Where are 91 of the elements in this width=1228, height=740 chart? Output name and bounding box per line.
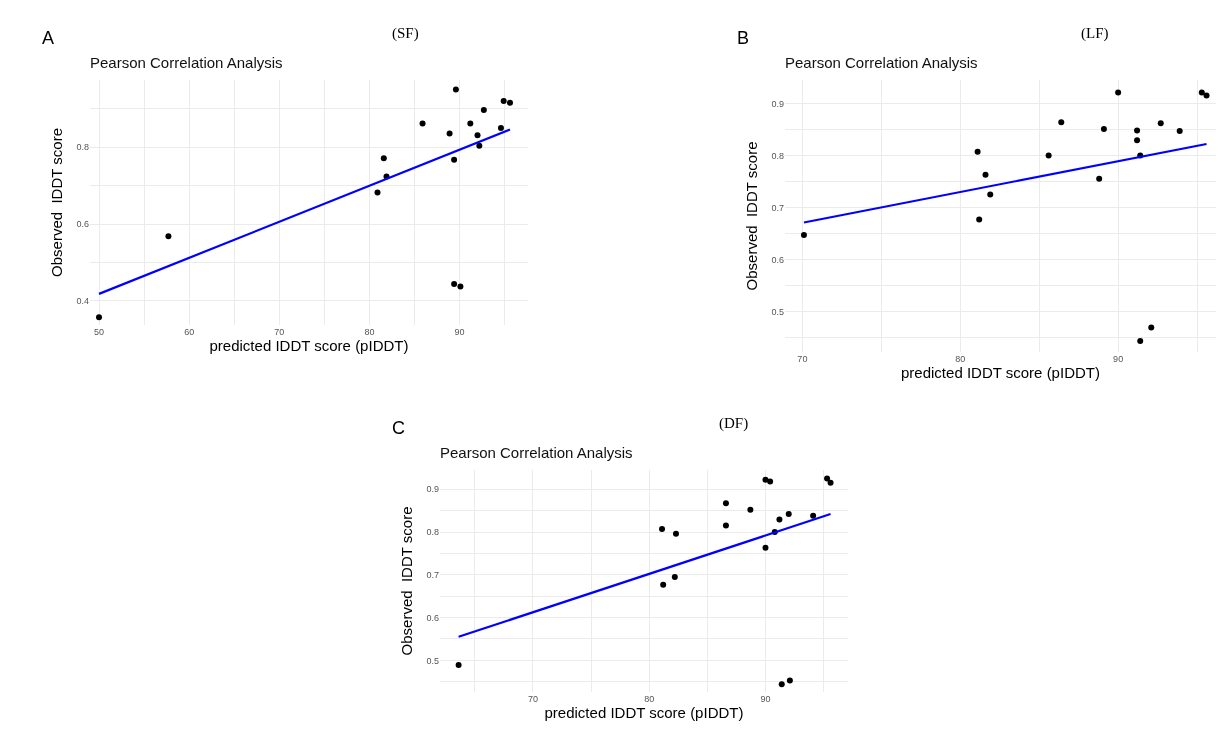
text: A	[42, 28, 55, 48]
y-tick-label: 0.5	[771, 306, 784, 317]
chart-subtitle: (LF)	[1081, 25, 1109, 42]
x-tick-label: 80	[644, 694, 655, 704]
point	[1203, 92, 1210, 99]
point	[660, 581, 667, 588]
point	[786, 677, 793, 684]
point	[778, 681, 785, 688]
point	[474, 132, 481, 139]
point	[722, 522, 729, 529]
point	[987, 191, 994, 198]
point	[800, 231, 807, 238]
point	[1134, 137, 1141, 144]
x-tick-label: 90	[454, 327, 465, 337]
point	[722, 500, 729, 507]
chart-subtitle: (DF)	[719, 415, 749, 432]
point	[762, 544, 769, 551]
text: C	[392, 418, 405, 438]
x-tick-label: 70	[274, 327, 285, 337]
y-axis-title: Observed IDDT score	[742, 141, 760, 291]
x-axis-title: predicted IDDT score (pIDDT)	[544, 704, 744, 721]
point	[500, 98, 507, 105]
point	[451, 156, 458, 163]
x-axis-title: predicted IDDT score (pIDDT)	[901, 364, 1100, 381]
point	[455, 662, 462, 669]
point	[982, 171, 989, 178]
point	[165, 233, 172, 240]
point	[974, 148, 981, 155]
point	[1058, 119, 1065, 126]
point	[1137, 338, 1144, 345]
y-tick-label: 0.6	[76, 219, 89, 230]
point	[785, 511, 792, 518]
x-axis-title: predicted IDDT score (pIDDT)	[209, 337, 409, 354]
point	[776, 516, 783, 523]
point	[1115, 89, 1122, 96]
point	[1198, 89, 1205, 96]
x-tick-label: 90	[760, 694, 771, 704]
y-tick-label: 0.9	[771, 98, 784, 109]
y-tick-label: 0.7	[426, 569, 439, 580]
point	[976, 216, 983, 223]
point	[1176, 127, 1183, 134]
text: B	[737, 28, 750, 48]
x-tick-label: 80	[364, 327, 375, 337]
y-tick-label: 0.7	[771, 202, 784, 213]
point	[1157, 120, 1164, 127]
point	[762, 476, 769, 483]
point	[827, 479, 834, 486]
point	[767, 478, 774, 485]
y-tick-label: 0.4	[76, 295, 89, 306]
point	[671, 573, 678, 580]
point	[480, 106, 487, 113]
point	[1148, 324, 1155, 331]
point	[747, 506, 754, 513]
x-tick-label: 50	[94, 327, 105, 337]
x-tick-label: 70	[797, 354, 808, 364]
y-axis-title: Observed IDDT score	[47, 128, 65, 277]
chart-subtitle: (SF)	[392, 25, 419, 42]
chart-title: Pearson Correlation Analysis	[90, 54, 283, 71]
x-tick-label: 90	[1113, 354, 1124, 364]
y-tick-label: 0.8	[426, 527, 439, 538]
y-tick-label: 0.8	[76, 142, 89, 153]
y-tick-label: 0.6	[771, 254, 784, 265]
y-axis-title: Observed IDDT score	[397, 506, 415, 656]
point	[659, 526, 666, 533]
point	[497, 125, 504, 131]
point	[446, 130, 453, 137]
point	[1100, 125, 1107, 132]
x-tick-label: 80	[955, 354, 966, 364]
y-tick-label: 0.6	[426, 612, 439, 623]
point	[374, 189, 381, 196]
y-tick-label: 0.9	[426, 484, 439, 495]
point	[380, 155, 387, 162]
x-tick-label: 70	[527, 694, 538, 704]
point	[476, 142, 483, 149]
chart-title: Pearson Correlation Analysis	[440, 444, 633, 461]
point	[810, 512, 817, 519]
point	[457, 283, 464, 290]
y-tick-label: 0.5	[426, 655, 439, 666]
point	[506, 99, 513, 106]
chart-title: Pearson Correlation Analysis	[785, 54, 978, 71]
point	[1045, 152, 1052, 159]
point	[467, 120, 474, 127]
point	[672, 530, 679, 537]
point	[1134, 127, 1141, 134]
point	[96, 314, 103, 321]
x-tick-label: 60	[184, 327, 195, 337]
point	[452, 86, 459, 93]
point	[1096, 175, 1103, 182]
y-tick-label: 0.8	[771, 150, 784, 161]
point	[419, 120, 426, 127]
point	[451, 280, 458, 287]
